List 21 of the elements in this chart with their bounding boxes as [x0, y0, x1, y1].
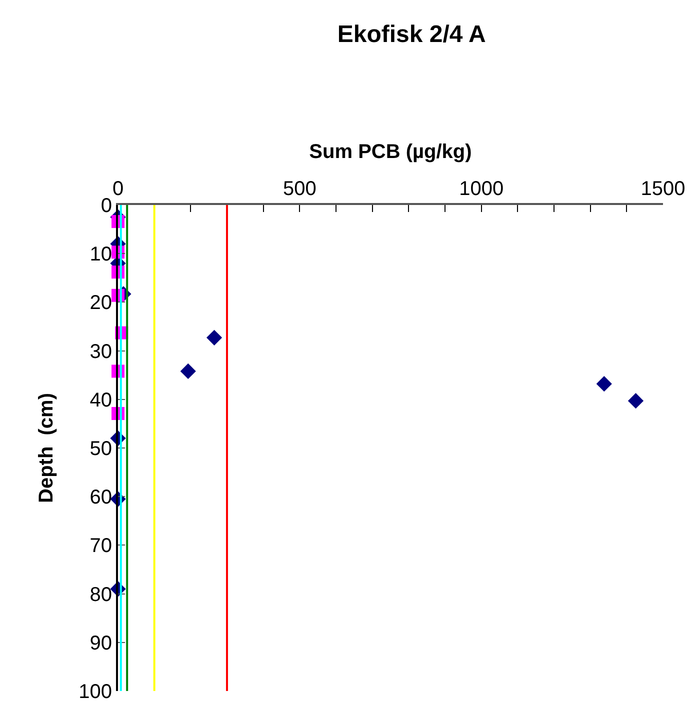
- y-tick-label: 20: [90, 292, 112, 314]
- y-tick-label: 80: [90, 584, 112, 606]
- y-tick-label: 100: [78, 681, 112, 703]
- x-axis-title: Sum PCB (µg/kg): [309, 141, 472, 163]
- point: [206, 330, 222, 346]
- point: [628, 393, 644, 409]
- y-tick-label: 70: [90, 535, 112, 558]
- y-tick-label: 40: [90, 389, 112, 412]
- y-tick-label: 0: [100, 195, 112, 217]
- point: [596, 376, 612, 392]
- y-tick-label: 50: [90, 438, 112, 460]
- x-tick-label: 500: [282, 178, 316, 200]
- y-tick-label: 10: [90, 244, 112, 266]
- x-tick-label: 1000: [459, 178, 504, 200]
- y-tick-label: 90: [90, 632, 112, 654]
- chart-title: Ekofisk 2/4 A: [337, 20, 486, 48]
- y-tick-label: 30: [90, 340, 112, 363]
- y-axis-title: Depth (cm): [36, 393, 58, 503]
- x-tick-label: 1500: [640, 178, 686, 200]
- point: [180, 363, 196, 380]
- y-tick-label: 60: [90, 486, 112, 509]
